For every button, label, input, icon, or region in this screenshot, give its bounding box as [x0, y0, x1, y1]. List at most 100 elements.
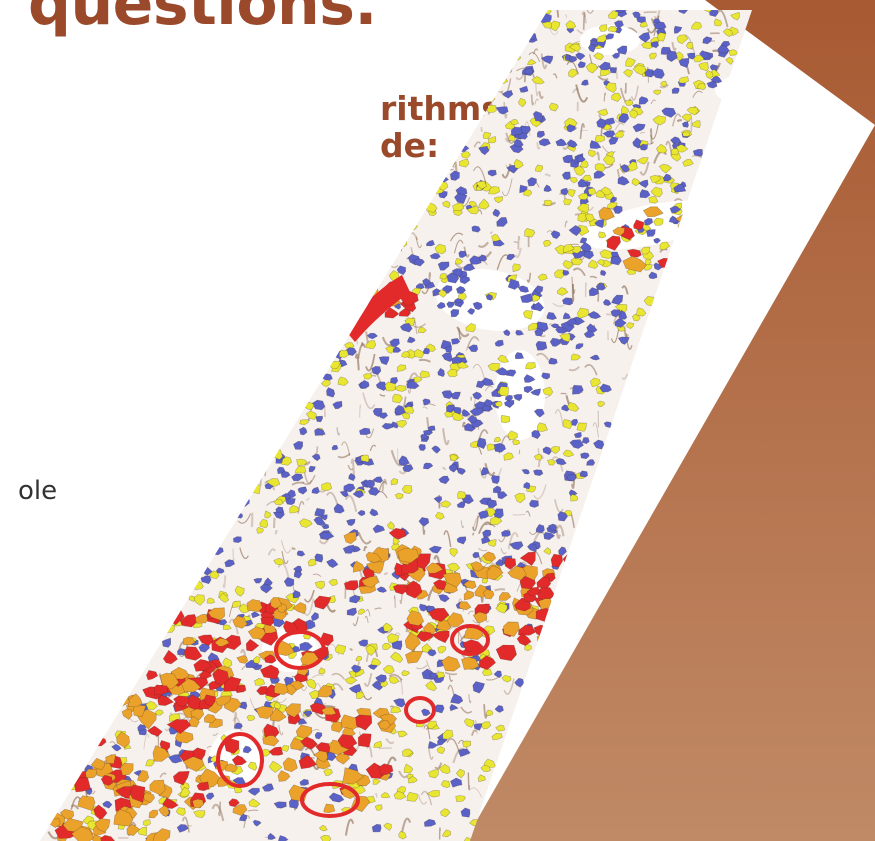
blue-cell	[546, 311, 558, 321]
orange-cell	[463, 590, 475, 601]
yellow-cell	[495, 602, 508, 614]
orange-cell	[458, 601, 472, 611]
yellow-cell	[397, 730, 408, 738]
blue-cell	[523, 386, 534, 394]
yellow-cell	[652, 115, 667, 126]
blue-cell	[561, 171, 571, 181]
blue-cell	[372, 476, 384, 484]
yellow-cell	[265, 478, 281, 487]
blue-cell	[429, 252, 441, 260]
blue-cell	[311, 486, 320, 495]
yellow-cell	[254, 677, 266, 686]
red-vessel-outline	[216, 732, 264, 788]
stroma-fiber	[360, 689, 373, 701]
stroma-fiber	[552, 302, 564, 307]
red-cell	[44, 783, 62, 797]
red-cell	[197, 634, 214, 646]
stroma-fiber	[442, 467, 446, 471]
blue-cell	[450, 693, 464, 705]
red-cell	[100, 834, 116, 841]
blue-cell	[646, 229, 656, 237]
yellow-cell	[569, 493, 579, 502]
red-cell	[697, 261, 714, 278]
yellow-cell	[412, 376, 423, 383]
blue-cell	[523, 481, 531, 490]
stroma-fiber	[554, 409, 564, 427]
yellow-cell	[675, 144, 689, 153]
red-cell	[564, 638, 577, 650]
stroma-fiber	[326, 604, 336, 613]
yellow-cell	[510, 119, 520, 126]
orange-cell	[668, 251, 690, 269]
blue-cell	[609, 196, 617, 203]
stroma-fiber	[415, 236, 423, 249]
stroma-fiber	[692, 90, 703, 98]
yellow-cell	[600, 186, 612, 196]
blue-cell	[299, 778, 310, 786]
blue-cell	[709, 64, 719, 72]
yellow-cell	[458, 158, 470, 168]
blue-cell	[433, 496, 443, 504]
stroma-fiber	[388, 673, 403, 681]
blue-cell	[438, 594, 450, 603]
orange-cell	[181, 678, 202, 693]
yellow-cell	[615, 130, 624, 138]
red-cell	[260, 616, 275, 627]
orange-cell	[352, 560, 366, 573]
blue-cell	[328, 792, 345, 803]
stroma-fiber	[305, 497, 310, 501]
yellow-cell	[596, 259, 605, 266]
blue-cell	[420, 433, 430, 441]
orange-cell	[482, 551, 497, 562]
yellow-cell	[299, 518, 313, 528]
orange-cell	[159, 672, 180, 690]
blue-cell	[527, 177, 537, 187]
yellow-cell	[458, 291, 467, 301]
red-vessel-outline	[300, 782, 360, 818]
stroma-fiber	[530, 94, 535, 106]
red-cell	[504, 557, 517, 570]
yellow-cell	[487, 539, 497, 547]
red-cell	[198, 670, 213, 680]
orange-cell	[152, 828, 171, 841]
blue-cell	[611, 52, 620, 59]
orange-cell	[642, 206, 664, 218]
stroma-fiber	[554, 499, 564, 513]
stroma-fiber	[264, 462, 267, 477]
yellow-cell	[517, 97, 527, 108]
red-cell	[313, 595, 332, 610]
orange-cell	[323, 803, 336, 814]
yellow-cell	[234, 585, 245, 597]
lumen	[715, 72, 752, 108]
red-vessel-outline	[404, 696, 436, 724]
blue-cell	[372, 407, 383, 418]
yellow-cell	[365, 340, 377, 349]
blue-cell	[710, 75, 723, 84]
red-vessel-outline	[450, 624, 490, 656]
blue-cell	[562, 312, 571, 320]
orange-cell	[698, 228, 717, 241]
stroma-fiber	[366, 744, 373, 758]
yellow-cell	[390, 705, 402, 714]
stroma-fiber	[478, 547, 488, 552]
yellow-cell	[628, 109, 639, 119]
orange-cell	[96, 711, 115, 725]
stroma-fiber	[218, 801, 222, 817]
yellow-cell	[686, 106, 699, 116]
yellow-cell	[627, 161, 638, 172]
blue-cell	[333, 503, 345, 514]
orange-cell	[622, 255, 648, 273]
orange-cell	[472, 611, 488, 623]
blue-cell	[555, 138, 568, 147]
blue-cell	[326, 387, 336, 398]
blue-cell	[581, 437, 590, 445]
stroma-fiber	[413, 323, 427, 328]
stroma-fiber	[526, 272, 532, 283]
yellow-cell	[314, 580, 326, 590]
blue-cell	[709, 10, 719, 17]
stroma-fiber	[237, 513, 252, 524]
yellow-cell	[247, 761, 258, 771]
blue-cell	[514, 352, 525, 360]
yellow-cell	[639, 21, 648, 28]
yellow-cell	[407, 775, 418, 784]
